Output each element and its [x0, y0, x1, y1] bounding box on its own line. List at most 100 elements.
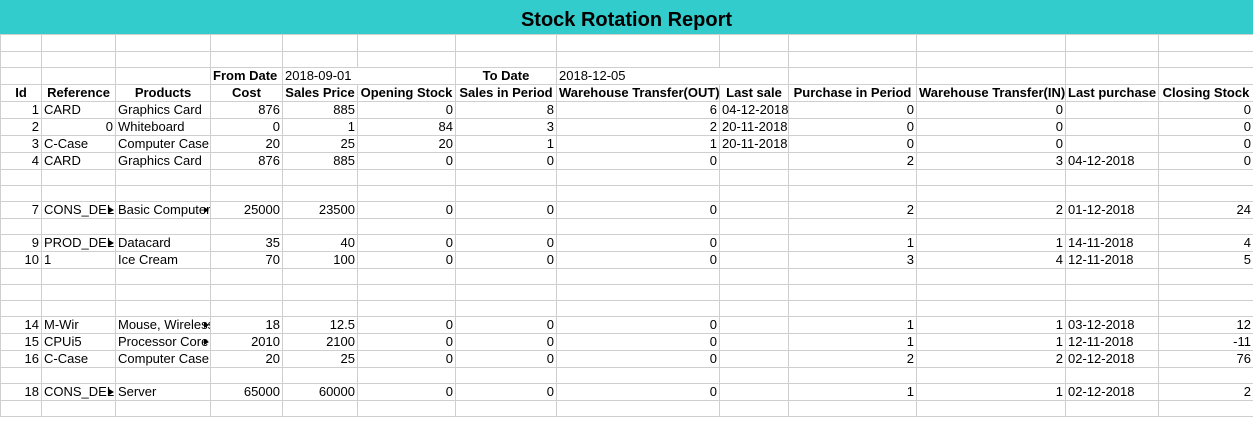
cell-warehouse-transfer-out[interactable] [556, 169, 720, 186]
cell-sales-in-period[interactable]: 0 [455, 152, 557, 170]
column-header-reference[interactable]: Reference [41, 84, 116, 102]
cell-cost[interactable]: 2010 [210, 333, 283, 351]
cell-sales-price[interactable]: 23500 [282, 201, 358, 219]
cell-sales-in-period[interactable]: 1 [455, 135, 557, 153]
cell-products[interactable]: Graphics Card [115, 101, 211, 119]
cell-last-purchase[interactable] [1065, 367, 1159, 384]
cell-purchase-in-period[interactable] [788, 367, 917, 384]
cell-last-sale[interactable] [719, 234, 789, 252]
cell-warehouse-transfer-in[interactable] [916, 169, 1066, 186]
cell-closing-stock[interactable]: 0 [1158, 152, 1253, 170]
cell-closing-stock[interactable]: -11 [1158, 333, 1253, 351]
cell-sales-price[interactable]: 12.5 [282, 316, 358, 334]
cell-closing-stock[interactable] [1158, 367, 1253, 384]
cell-closing-stock[interactable] [1158, 268, 1253, 285]
cell-purchase-in-period[interactable] [788, 268, 917, 285]
cell-id[interactable] [0, 268, 42, 285]
cell-last-purchase[interactable]: 02-12-2018 [1065, 383, 1159, 401]
cell-products[interactable]: Server [115, 383, 211, 401]
cell-cost[interactable]: 20 [210, 350, 283, 368]
cell-closing-stock[interactable] [1158, 169, 1253, 186]
cell-warehouse-transfer-in[interactable]: 3 [916, 152, 1066, 170]
cell-last-sale[interactable] [719, 383, 789, 401]
cell-warehouse-transfer-out[interactable]: 0 [556, 316, 720, 334]
cell-products[interactable] [115, 218, 211, 235]
cell-products[interactable]: Processor Core [115, 333, 211, 351]
cell-products[interactable]: Computer Case [115, 135, 211, 153]
cell-closing-stock[interactable]: 0 [1158, 101, 1253, 119]
cell-opening-stock[interactable]: 0 [357, 234, 456, 252]
cell-sales-in-period[interactable] [455, 300, 557, 317]
cell-cost[interactable] [210, 400, 283, 417]
cell-id[interactable]: 7 [0, 201, 42, 219]
cell-id[interactable]: 16 [0, 350, 42, 368]
cell-sales-in-period[interactable]: 0 [455, 333, 557, 351]
cell-reference[interactable] [41, 218, 116, 235]
cell-reference[interactable]: C-Case [41, 350, 116, 368]
cell-last-sale[interactable] [719, 333, 789, 351]
cell-purchase-in-period[interactable] [788, 185, 917, 202]
cell-purchase-in-period[interactable] [788, 300, 917, 317]
cell-last-sale[interactable] [719, 400, 789, 417]
cell-sales-price[interactable]: 25 [282, 135, 358, 153]
cell-sales-price[interactable] [282, 185, 358, 202]
cell-sales-in-period[interactable]: 0 [455, 251, 557, 269]
cell-last-sale[interactable] [719, 201, 789, 219]
cell-id[interactable]: 9 [0, 234, 42, 252]
cell-last-purchase[interactable] [1065, 101, 1159, 119]
cell-warehouse-transfer-in[interactable] [916, 185, 1066, 202]
cell-sales-price[interactable]: 60000 [282, 383, 358, 401]
cell-reference[interactable]: 1 [41, 251, 116, 269]
cell-sales-price[interactable] [282, 268, 358, 285]
cell-products[interactable]: Ice Cream [115, 251, 211, 269]
cell-sales-in-period[interactable]: 0 [455, 201, 557, 219]
cell-warehouse-transfer-in[interactable]: 2 [916, 350, 1066, 368]
cell-reference[interactable]: CPUi5 [41, 333, 116, 351]
cell-id[interactable]: 15 [0, 333, 42, 351]
cell-closing-stock[interactable]: 4 [1158, 234, 1253, 252]
cell-products[interactable]: Graphics Card [115, 152, 211, 170]
column-header-warehouse-transfer-out[interactable]: Warehouse Transfer(OUT) [556, 84, 720, 102]
column-header-closing-stock[interactable]: Closing Stock [1158, 84, 1253, 102]
cell-reference[interactable]: CARD [41, 152, 116, 170]
cell-cost[interactable] [210, 268, 283, 285]
cell-warehouse-transfer-in[interactable] [916, 268, 1066, 285]
cell-warehouse-transfer-out[interactable]: 0 [556, 383, 720, 401]
cell-purchase-in-period[interactable]: 0 [788, 118, 917, 136]
cell-reference[interactable] [41, 185, 116, 202]
cell-id[interactable] [0, 400, 42, 417]
cell-sales-price[interactable]: 885 [282, 101, 358, 119]
cell-last-purchase[interactable] [1065, 185, 1159, 202]
cell-opening-stock[interactable] [357, 169, 456, 186]
cell-last-sale[interactable]: 04-12-2018 [719, 101, 789, 119]
cell-opening-stock[interactable] [357, 367, 456, 384]
cell-last-purchase[interactable] [1065, 300, 1159, 317]
cell-id[interactable] [0, 284, 42, 301]
cell-warehouse-transfer-in[interactable]: 1 [916, 383, 1066, 401]
cell-last-sale[interactable]: 20-11-2018 [719, 118, 789, 136]
cell-warehouse-transfer-out[interactable] [556, 218, 720, 235]
cell-sales-price[interactable] [282, 367, 358, 384]
cell-cost[interactable]: 20 [210, 135, 283, 153]
cell-warehouse-transfer-out[interactable]: 1 [556, 135, 720, 153]
cell-products[interactable]: Computer Case [115, 350, 211, 368]
column-header-last-purchase[interactable]: Last purchase [1065, 84, 1159, 102]
cell-opening-stock[interactable]: 0 [357, 350, 456, 368]
cell-opening-stock[interactable]: 0 [357, 333, 456, 351]
cell-last-purchase[interactable] [1065, 135, 1159, 153]
cell-warehouse-transfer-out[interactable]: 0 [556, 251, 720, 269]
cell-sales-in-period[interactable] [455, 169, 557, 186]
cell-closing-stock[interactable]: 2 [1158, 383, 1253, 401]
cell-last-sale[interactable] [719, 218, 789, 235]
cell-last-sale[interactable] [719, 152, 789, 170]
cell-warehouse-transfer-out[interactable]: 0 [556, 234, 720, 252]
column-header-products[interactable]: Products [115, 84, 211, 102]
cell-opening-stock[interactable] [357, 185, 456, 202]
cell-sales-in-period[interactable] [455, 400, 557, 417]
cell-products[interactable] [115, 268, 211, 285]
cell-closing-stock[interactable]: 0 [1158, 135, 1253, 153]
cell-sales-price[interactable]: 100 [282, 251, 358, 269]
cell-cost[interactable]: 25000 [210, 201, 283, 219]
cell-id[interactable] [0, 169, 42, 186]
cell-cost[interactable] [210, 284, 283, 301]
